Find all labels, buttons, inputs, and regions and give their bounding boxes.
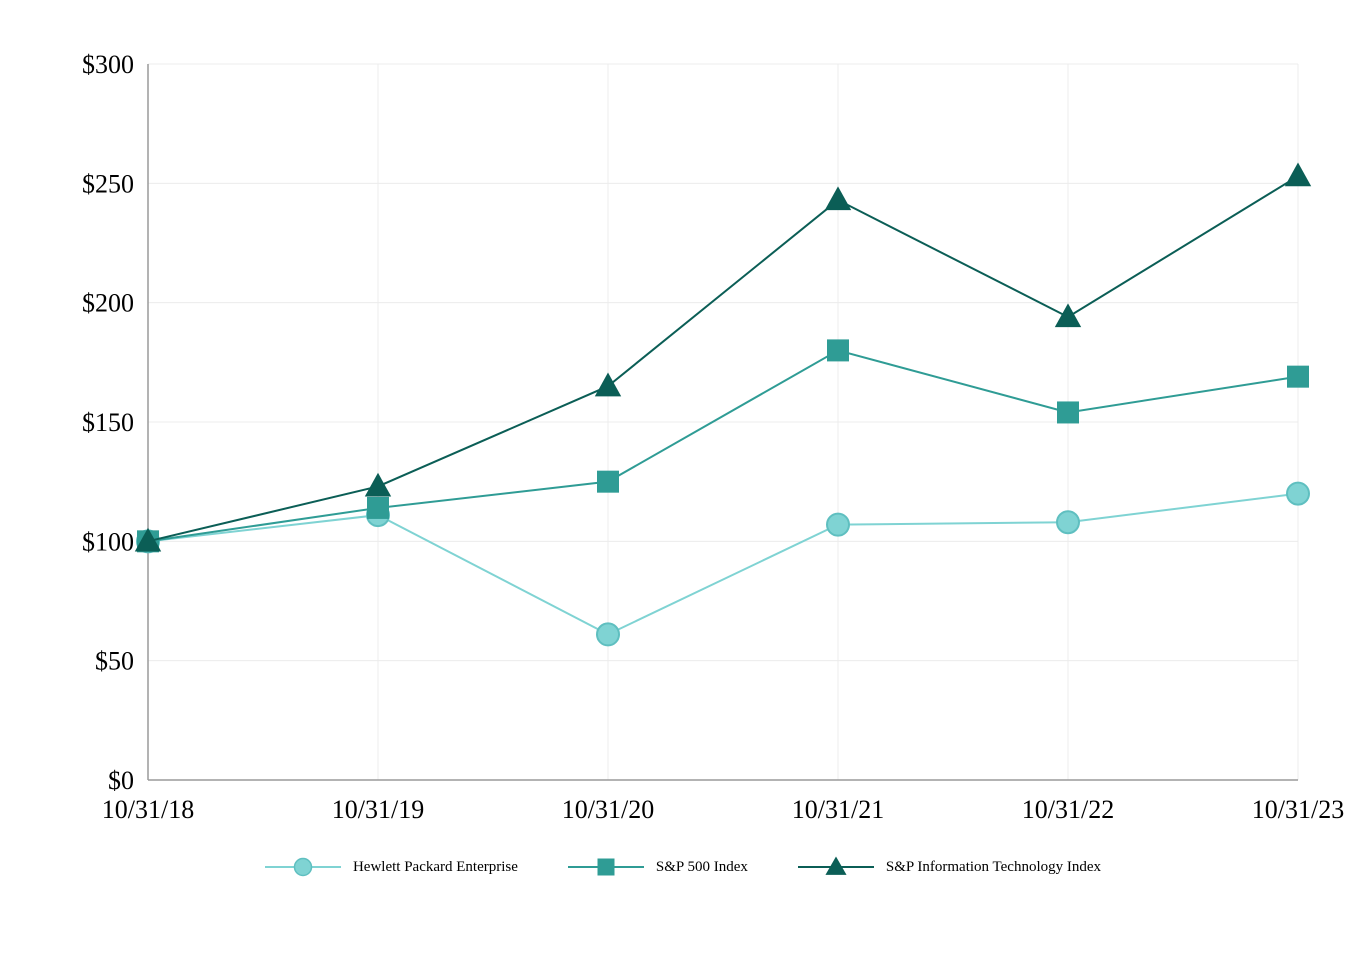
data-point-circle (1056, 510, 1080, 535)
y-tick-label: $150 (82, 408, 134, 437)
chart-plot-area: $0 $50 $100 $150 $200 $250 $300 10/31/18 10/31/1… (82, 50, 1344, 824)
legend-label: S&P 500 Index (655, 858, 748, 875)
data-point-square (1287, 365, 1309, 388)
y-tick-label: $0 (108, 766, 134, 795)
series-line (147, 349, 1299, 543)
data-point-circle (1286, 481, 1310, 506)
data-point-triangle (594, 372, 622, 397)
chart-legend: Hewlett Packard Enterprise S&P 500 Index S… (0, 854, 1364, 880)
y-tick-label: $50 (95, 647, 134, 676)
x-tick-label: 10/31/21 (792, 795, 884, 824)
data-point-square (827, 339, 849, 362)
data-point-triangle (824, 186, 852, 211)
x-tick-label: 10/31/23 (1252, 795, 1344, 824)
legend-item-2: S&P Information Technology Index (796, 854, 1101, 880)
series-line (147, 175, 1299, 543)
series-line (147, 492, 1299, 636)
legend-item-1: S&P 500 Index (566, 854, 748, 880)
series-0 (136, 481, 1310, 647)
data-point-square (597, 470, 619, 493)
x-tick-label: 10/31/22 (1022, 795, 1114, 824)
y-tick-label: $100 (82, 527, 134, 556)
data-point-triangle (364, 472, 392, 497)
series-1 (137, 339, 1309, 553)
y-tick-label: $300 (82, 50, 134, 79)
data-point-circle (826, 512, 850, 537)
legend-marker-square-icon (567, 858, 644, 876)
data-point-square (1057, 401, 1079, 424)
data-point-triangle (1054, 303, 1082, 328)
y-tick-label: $250 (82, 169, 134, 198)
y-tick-label: $200 (82, 289, 134, 318)
data-point-circle (596, 622, 620, 647)
legend-marker-triangle-icon (797, 856, 874, 875)
legend-marker-circle-icon (264, 857, 341, 877)
series-2 (134, 162, 1312, 552)
legend-label: Hewlett Packard Enterprise (352, 858, 518, 875)
data-point-triangle (134, 527, 162, 552)
data-point-square (367, 496, 389, 519)
legend-item-0: Hewlett Packard Enterprise (263, 854, 518, 880)
legend-label: S&P Information Technology Index (885, 858, 1102, 875)
data-point-triangle (1284, 162, 1312, 187)
x-tick-label: 10/31/18 (102, 795, 194, 824)
x-tick-label: 10/31/20 (562, 795, 654, 824)
x-tick-label: 10/31/19 (332, 795, 424, 824)
